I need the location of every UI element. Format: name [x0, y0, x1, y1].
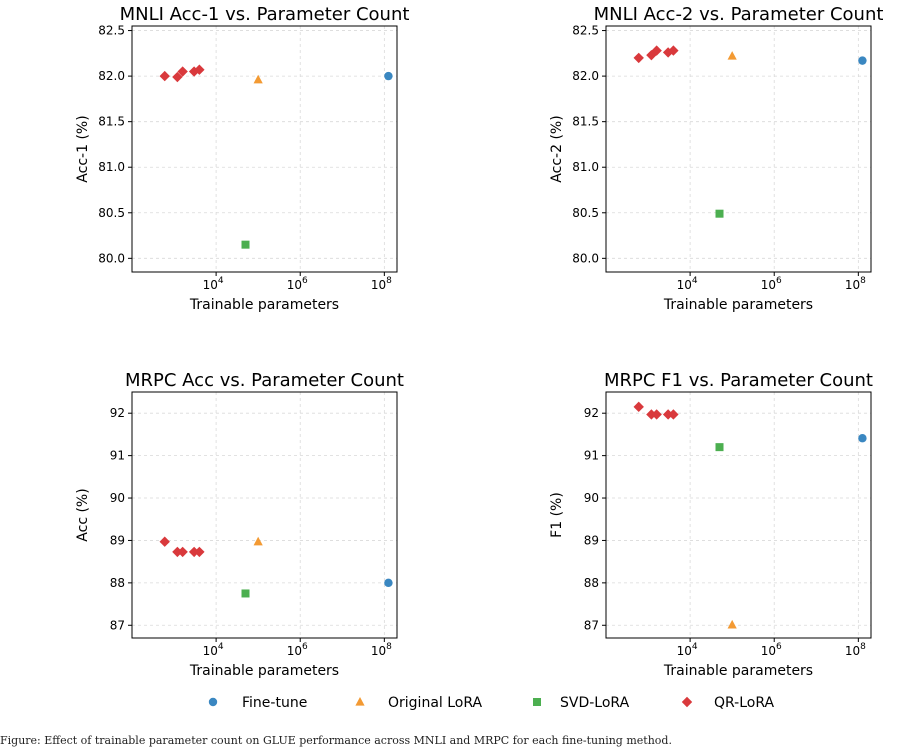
data-point-fine-tune — [858, 56, 867, 65]
y-axis-label: F1 (%) — [549, 492, 565, 538]
data-point-svd-lora — [241, 240, 250, 249]
data-point-original-lora — [253, 74, 263, 84]
legend-label-fine-tune: Fine-tune — [242, 695, 307, 711]
data-point-original-lora — [727, 51, 737, 60]
data-point-fine-tune — [384, 71, 393, 81]
chart-panel-4: 87 88 89 90 91 92 104 106 108 MRPC F1 vs. Paramet… — [549, 370, 873, 679]
y-tick-label: 81.0 — [572, 160, 599, 174]
x-tick-label: 104 — [203, 642, 224, 658]
x-axis-label: Trainable parameters — [189, 297, 339, 313]
x-tick-label: 104 — [677, 642, 698, 658]
y-tick-label: 81.5 — [572, 115, 599, 129]
data-point-svd-lora — [715, 443, 724, 452]
y-tick-label: 88 — [110, 576, 125, 590]
x-tick-label: 108 — [371, 642, 392, 658]
y-tick-label: 82.0 — [98, 69, 125, 83]
data-point-qr-lora — [194, 546, 205, 558]
figure-caption: Figure: Effect of trainable parameter co… — [0, 734, 672, 747]
chart-title: MNLI Acc-2 vs. Parameter Count — [594, 4, 884, 25]
plot-frame — [131, 25, 398, 273]
legend-marker-original-lora — [355, 697, 365, 706]
data-point-qr-lora — [633, 401, 644, 413]
data-point-original-lora — [253, 536, 263, 546]
y-tick-label: 87 — [110, 618, 125, 632]
y-axis-label: Acc-1 (%) — [75, 115, 91, 182]
legend-marker-fine-tune — [208, 697, 218, 707]
legend-label-svd-lora: SVD-LoRA — [560, 695, 630, 711]
legend: Fine-tune Original LoRA SVD-LoRA QR-LoRA — [208, 695, 775, 711]
y-tick-label: 92 — [110, 406, 125, 420]
y-tick-label: 88 — [584, 576, 599, 590]
data-point-svd-lora — [715, 209, 724, 218]
y-tick-label: 82.0 — [572, 69, 599, 83]
legend-marker-svd-lora — [533, 698, 541, 706]
y-tick-label: 81.0 — [98, 160, 125, 174]
data-point-qr-lora — [633, 52, 644, 64]
y-tick-label: 80.5 — [98, 206, 125, 220]
y-tick-label: 89 — [110, 533, 125, 547]
y-tick-label: 87 — [584, 618, 599, 632]
x-tick-label: 106 — [287, 642, 308, 658]
chart-panel-2: 80.0 80.5 81.0 81.5 82.0 82.5 104 106 108 MNLI Ac… — [549, 4, 883, 313]
data-point-qr-lora — [646, 409, 657, 420]
plot-frame — [605, 25, 872, 273]
y-tick-label: 91 — [584, 449, 599, 463]
y-tick-label: 90 — [584, 491, 599, 505]
x-axis-label: Trainable parameters — [663, 297, 813, 313]
data-point-qr-lora — [668, 45, 679, 56]
y-tick-label: 82.5 — [98, 24, 125, 38]
legend-label-qr-lora: QR-LoRA — [714, 695, 775, 711]
legend-label-original-lora: Original LoRA — [388, 695, 483, 711]
y-tick-label: 90 — [110, 491, 125, 505]
y-axis-label: Acc-2 (%) — [549, 115, 565, 182]
plot-frame — [131, 391, 398, 639]
data-point-qr-lora — [194, 64, 205, 75]
y-tick-label: 89 — [584, 533, 599, 547]
data-point-qr-lora — [651, 45, 662, 56]
data-point-original-lora — [727, 619, 737, 629]
data-point-qr-lora — [651, 409, 662, 420]
data-point-qr-lora — [177, 66, 188, 77]
x-tick-label: 104 — [677, 276, 698, 292]
x-tick-label: 106 — [761, 276, 782, 292]
x-tick-label: 108 — [845, 642, 866, 658]
chart-panel-3: 87 88 89 90 91 92 104 106 108 MRPC Acc vs. Parame… — [75, 370, 404, 679]
y-tick-label: 81.5 — [98, 115, 125, 129]
plot-frame — [605, 391, 872, 639]
data-point-qr-lora — [159, 536, 170, 547]
y-tick-label: 80.0 — [572, 251, 599, 265]
data-point-qr-lora — [172, 71, 183, 83]
chart-title: MRPC F1 vs. Parameter Count — [604, 370, 873, 391]
chart-title: MRPC Acc vs. Parameter Count — [125, 370, 404, 391]
y-tick-label: 92 — [584, 406, 599, 420]
x-tick-label: 106 — [287, 276, 308, 292]
x-tick-label: 106 — [761, 642, 782, 658]
data-point-fine-tune — [858, 434, 867, 443]
data-point-svd-lora — [241, 589, 250, 598]
chart-title: MNLI Acc-1 vs. Parameter Count — [120, 4, 410, 25]
y-tick-label: 82.5 — [572, 24, 599, 38]
chart-panel-1: 80.0 80.5 81.0 81.5 82.0 82.5 104 106 108 MNLI Ac… — [75, 4, 409, 313]
y-axis-label: Acc (%) — [75, 488, 91, 541]
data-point-qr-lora — [662, 47, 674, 58]
data-point-qr-lora — [188, 546, 200, 558]
x-tick-label: 104 — [203, 276, 224, 292]
x-tick-label: 108 — [371, 276, 392, 292]
data-point-qr-lora — [172, 546, 183, 558]
data-point-qr-lora — [668, 409, 679, 420]
x-tick-label: 108 — [845, 276, 866, 292]
y-tick-label: 91 — [110, 449, 125, 463]
data-point-qr-lora — [177, 546, 188, 558]
data-point-qr-lora — [159, 70, 170, 82]
data-point-fine-tune — [384, 578, 393, 588]
legend-marker-qr-lora — [681, 696, 693, 708]
x-axis-label: Trainable parameters — [663, 663, 813, 679]
y-tick-label: 80.5 — [572, 206, 599, 220]
data-point-qr-lora — [662, 409, 674, 420]
y-tick-label: 80.0 — [98, 251, 125, 265]
x-axis-label: Trainable parameters — [189, 663, 339, 679]
